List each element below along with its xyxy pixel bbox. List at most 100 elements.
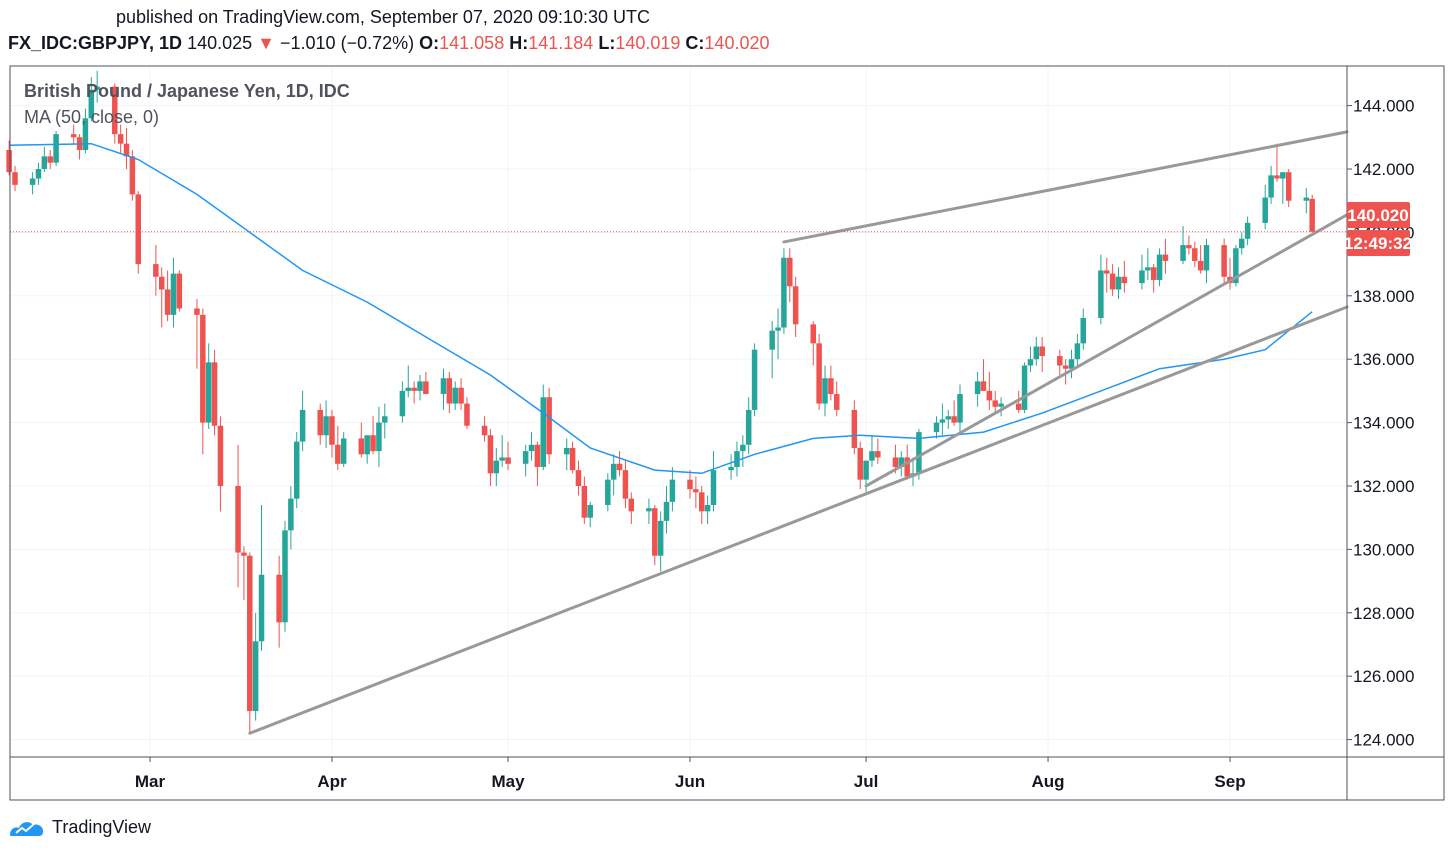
- candle-up: [382, 403, 388, 439]
- candle-down: [951, 400, 957, 426]
- candle-down: [628, 492, 635, 525]
- time-axis[interactable]: Mar Apr May Jun Jul Aug Sep: [135, 757, 1246, 791]
- candle-up: [282, 520, 288, 632]
- price-tick-label: 138.000: [1353, 287, 1414, 306]
- candle-down: [423, 371, 429, 395]
- candle-down: [505, 441, 511, 471]
- price-axis[interactable]: 124.000 126.000 128.000 130.000 132.000 134.0…: [1347, 97, 1414, 750]
- candle-body: [781, 257, 787, 328]
- candle-down: [1039, 337, 1045, 372]
- candle-body: [933, 422, 940, 433]
- candle-body: [939, 419, 946, 423]
- candle-down: [153, 245, 159, 296]
- candle-down: [487, 428, 494, 486]
- trendline-upper-resistance: [782, 130, 1349, 244]
- published-note: published on TradingView.com, September …: [116, 7, 651, 27]
- countdown-badge-text: 12:49:32: [1344, 234, 1412, 253]
- candle-body: [499, 457, 505, 461]
- trendlines[interactable]: [248, 130, 1349, 735]
- candle-down: [546, 387, 552, 464]
- candle-up: [1280, 172, 1286, 204]
- candle-up: [1238, 232, 1245, 255]
- candle-body: [417, 381, 423, 391]
- candle-down: [329, 409, 335, 458]
- candle-body: [957, 394, 963, 423]
- candle-body: [1156, 254, 1163, 280]
- candle-body: [282, 530, 288, 623]
- candle-body: [857, 447, 863, 480]
- candle-down: [481, 416, 488, 442]
- candle-down: [135, 191, 142, 274]
- candle-body: [916, 432, 922, 474]
- candle-body: [1015, 403, 1022, 410]
- candle-body: [693, 489, 699, 493]
- candle-body: [951, 416, 957, 423]
- candle-up: [933, 416, 940, 439]
- candle-body: [53, 134, 59, 163]
- candle-body: [47, 156, 53, 163]
- price-badge: 140.020: [1347, 202, 1410, 228]
- price-change: −1.010 (−0.72%): [280, 33, 415, 53]
- candle-body: [1233, 248, 1239, 284]
- candle-body: [505, 457, 511, 464]
- candle-body: [12, 172, 18, 185]
- candle-body: [833, 394, 840, 410]
- candle-up: [822, 365, 828, 417]
- candle-up: [751, 343, 758, 417]
- candle-body: [464, 403, 470, 426]
- candle-body: [904, 457, 910, 477]
- legend-indicator[interactable]: MA (50, close, 0): [24, 107, 159, 127]
- candle-body: [769, 330, 775, 350]
- candle-up: [399, 381, 406, 423]
- candle-body: [546, 397, 552, 455]
- candle-down: [787, 248, 793, 303]
- candle-up: [170, 257, 177, 328]
- candle-body: [992, 400, 998, 407]
- candle-body: [622, 470, 629, 499]
- candle-body: [605, 479, 611, 506]
- candle-up: [376, 406, 382, 467]
- candle-body: [1192, 248, 1198, 261]
- candle-body: [288, 498, 294, 531]
- candle-body: [1062, 365, 1069, 369]
- candle-down: [534, 441, 541, 486]
- candle-up: [522, 444, 529, 477]
- candle-body: [1221, 245, 1227, 277]
- candle-up: [939, 403, 946, 436]
- price-tick-label: 144.000: [1353, 97, 1414, 116]
- candle-up: [728, 454, 734, 480]
- chart-frame: [9, 65, 1445, 801]
- candle-up: [41, 146, 48, 173]
- time-tick-label: Apr: [317, 772, 347, 791]
- candle-body: [211, 362, 218, 426]
- candle-body: [458, 387, 464, 404]
- candle-body: [1109, 273, 1116, 290]
- candle-up: [704, 495, 711, 525]
- candle-body: [1309, 198, 1315, 232]
- close-label: C:: [685, 33, 705, 53]
- candle-down: [241, 546, 247, 601]
- candle-down: [575, 460, 582, 496]
- candle-body: [1303, 197, 1310, 201]
- candle-up: [288, 485, 294, 550]
- candle-up: [499, 435, 505, 467]
- candle-body: [663, 501, 670, 521]
- candle-up: [364, 435, 370, 464]
- candle-down: [693, 476, 699, 509]
- candle-body: [235, 485, 241, 553]
- symbol-name[interactable]: FX_IDC:GBPJPY, 1D: [8, 33, 183, 53]
- candle-up: [605, 473, 611, 512]
- tradingview-brand[interactable]: TradingView: [8, 816, 151, 838]
- candle-body: [734, 451, 740, 467]
- candle-body: [863, 460, 869, 480]
- candle-body: [998, 403, 1004, 407]
- candle-down: [810, 321, 817, 366]
- candle-body: [1121, 276, 1128, 284]
- candle-up: [898, 451, 905, 477]
- candle-up: [293, 432, 300, 509]
- candle-down: [698, 485, 705, 525]
- candle-up: [957, 384, 963, 433]
- candle-body: [1103, 270, 1110, 274]
- candle-body: [1186, 245, 1192, 249]
